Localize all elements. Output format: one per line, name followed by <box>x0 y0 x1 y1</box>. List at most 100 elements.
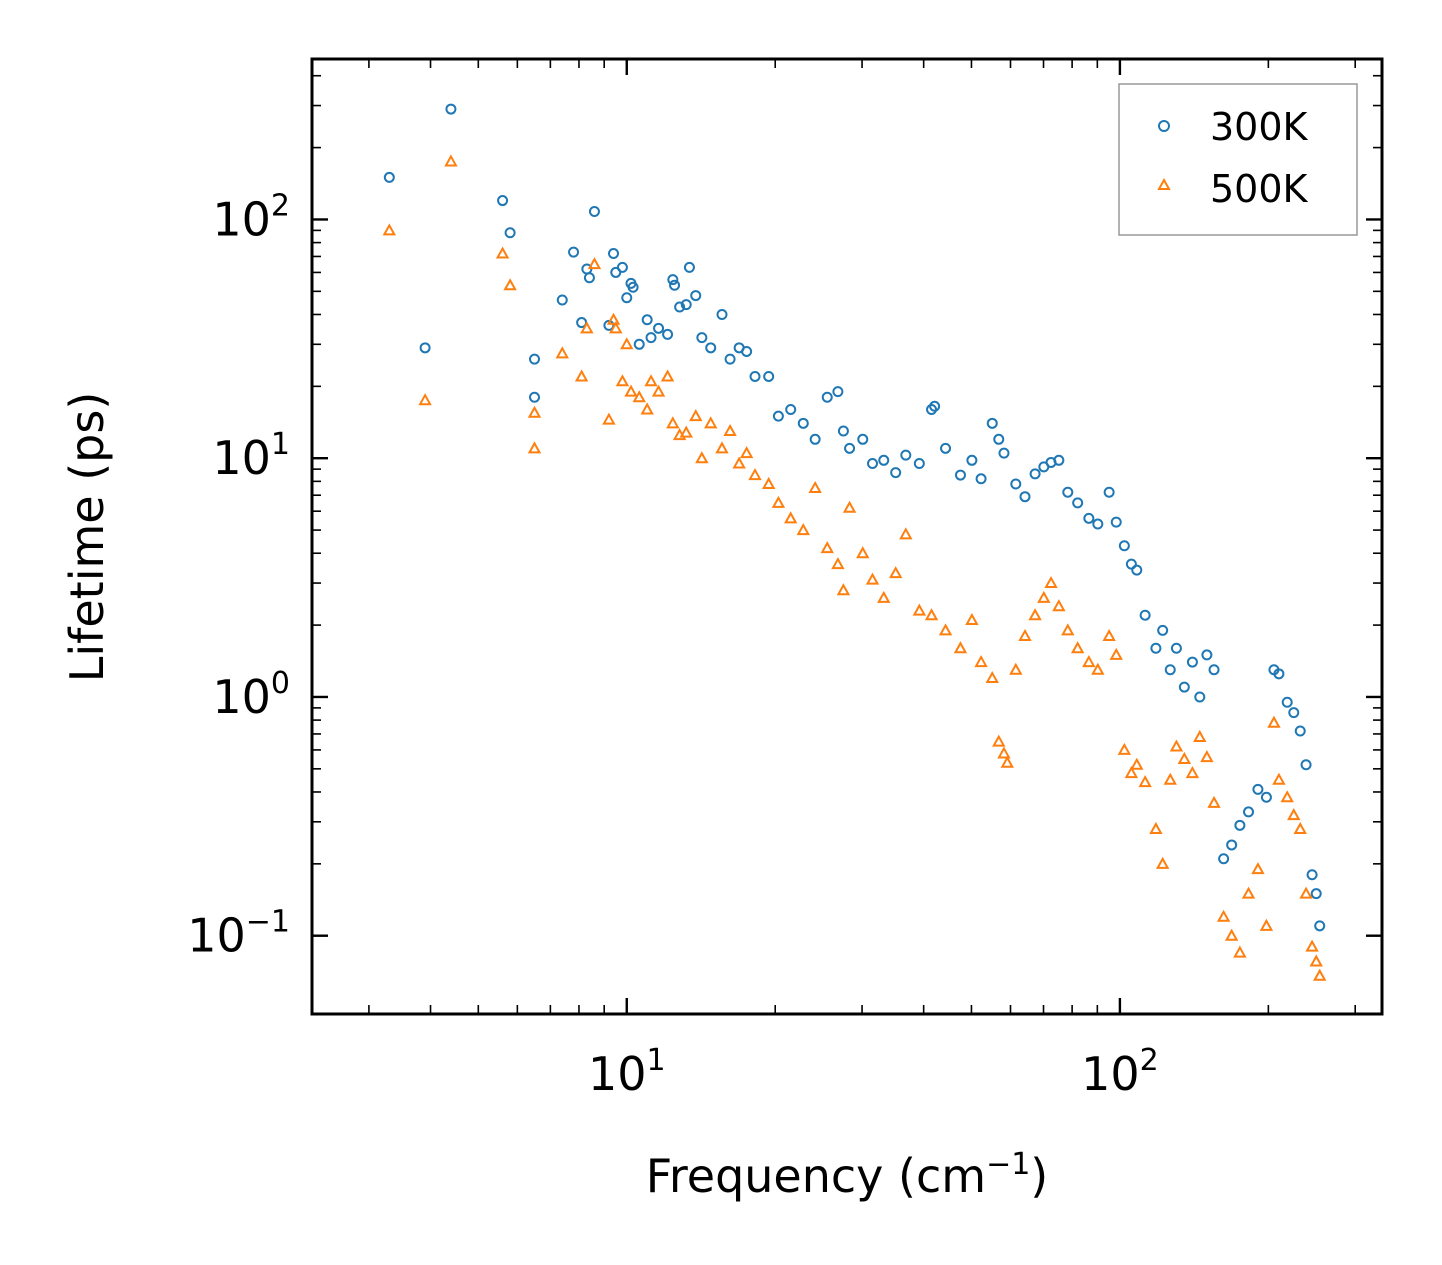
data-point-500k <box>624 384 638 397</box>
data-point-300k <box>1139 609 1151 621</box>
data-point-300k <box>583 272 595 284</box>
data-point-500k <box>1299 886 1313 899</box>
data-point-300k <box>683 261 695 273</box>
data-point-500k <box>912 603 927 616</box>
data-point-500k <box>382 223 397 236</box>
data-point-500k <box>1293 821 1307 834</box>
data-point-300k <box>1170 642 1182 654</box>
data-point-300k <box>993 433 1005 445</box>
data-point-300k <box>940 442 952 454</box>
data-point-300k <box>1010 478 1022 490</box>
data-point-300k <box>1072 497 1084 509</box>
data-point-500k <box>992 734 1006 747</box>
data-point-500k <box>715 441 729 454</box>
data-point-300k <box>645 332 657 344</box>
data-point-300k <box>954 469 966 481</box>
data-point-500k <box>689 409 703 422</box>
x-tick-label: 102 <box>1081 1043 1159 1101</box>
data-point-500k <box>695 451 709 464</box>
data-point-300k <box>763 370 775 382</box>
data-point-500k <box>1102 628 1116 642</box>
data-point-300k <box>667 274 679 286</box>
data-point-500k <box>1155 856 1170 869</box>
data-point-500k <box>620 337 634 350</box>
data-point-500k <box>644 374 658 387</box>
data-point-300k <box>445 103 457 115</box>
data-point-500k <box>1200 750 1214 763</box>
data-point-300k <box>1164 664 1176 676</box>
data-point-300k <box>528 391 540 403</box>
data-point-300k <box>696 332 708 344</box>
x-axis-title-sup: −1 <box>986 1147 1030 1182</box>
data-point-500k <box>888 566 903 579</box>
data-point-300k <box>662 328 674 340</box>
data-point-500k <box>495 246 510 259</box>
data-point-300k <box>576 317 588 329</box>
data-point-300k <box>1300 759 1312 771</box>
data-point-500k <box>1018 628 1032 642</box>
data-point-300k <box>1294 725 1306 737</box>
data-point-300k <box>621 292 633 304</box>
data-point-500k <box>609 321 623 334</box>
data-point-500k <box>1241 886 1256 899</box>
data-point-500k <box>1082 655 1096 668</box>
data-point-300k <box>741 345 753 357</box>
data-point-500k <box>503 278 517 291</box>
data-point-500k <box>660 369 675 382</box>
data-point-300k <box>383 171 395 183</box>
legend-marker-300k <box>1158 120 1170 132</box>
data-point-500k <box>1070 641 1085 654</box>
data-point-300k <box>1273 668 1285 680</box>
data-point-300k <box>857 433 869 445</box>
data-point-500k <box>1305 939 1319 952</box>
data-point-500k <box>784 511 798 524</box>
y-tick-label: 102 <box>212 188 290 246</box>
series-300k <box>383 103 1326 932</box>
data-point-300k <box>1218 853 1230 865</box>
data-point-300k <box>878 454 890 466</box>
data-point-500k <box>1259 918 1274 931</box>
data-point-500k <box>1251 862 1265 875</box>
y-tick-label: 101 <box>212 427 290 485</box>
data-point-500k <box>965 612 979 626</box>
data-point-300k <box>832 386 844 398</box>
data-point-500k <box>842 500 857 513</box>
data-point-300k <box>1125 558 1137 570</box>
data-point-300k <box>1186 656 1198 668</box>
data-point-500k <box>1193 729 1207 742</box>
data-point-300k <box>1252 783 1264 795</box>
data-point-300k <box>837 425 849 437</box>
data-point-300k <box>419 342 431 354</box>
data-point-300k <box>504 227 516 239</box>
data-point-300k <box>1110 516 1122 528</box>
data-point-500k <box>836 583 851 596</box>
data-point-500k <box>1233 945 1247 958</box>
plot-frame <box>310 57 1384 1016</box>
data-point-300k <box>1029 468 1041 480</box>
data-point-500k <box>1185 766 1200 779</box>
data-point-300k <box>528 353 540 365</box>
data-point-500k <box>732 456 746 469</box>
x-tick-label: 101 <box>588 1043 666 1101</box>
data-point-500k <box>865 572 880 585</box>
data-point-500k <box>974 655 988 668</box>
data-point-500k <box>1138 775 1152 788</box>
data-point-500k <box>574 369 589 382</box>
data-point-300k <box>1310 888 1322 900</box>
data-point-500k <box>899 527 913 540</box>
data-point-500k <box>1272 772 1286 785</box>
data-point-500k <box>640 402 654 415</box>
data-point-500k <box>1313 968 1327 981</box>
data-point-500k <box>1177 751 1192 764</box>
data-point-500k <box>704 416 718 429</box>
data-point-500k <box>1280 790 1294 803</box>
data-point-300k <box>1178 681 1190 693</box>
data-point-500k <box>808 480 822 494</box>
data-point-300k <box>986 417 998 429</box>
data-point-500k <box>1044 575 1058 589</box>
y-tick-label: 100 <box>212 666 290 724</box>
data-point-500k <box>1028 608 1042 621</box>
data-point-300k <box>1157 624 1169 636</box>
data-point-300k <box>1150 642 1162 654</box>
